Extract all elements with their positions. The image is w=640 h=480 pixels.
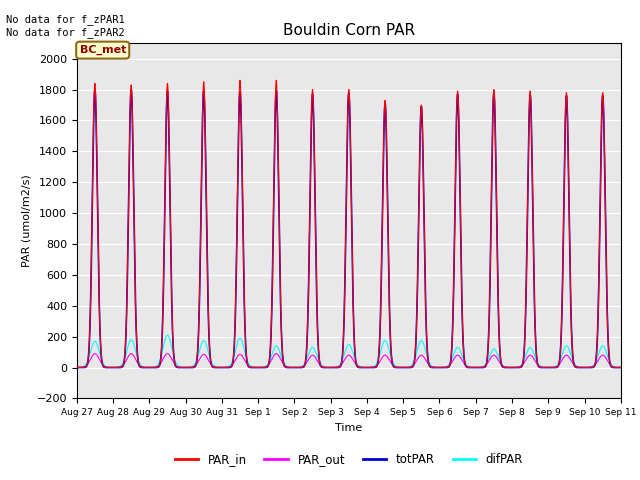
Legend: PAR_in, PAR_out, totPAR, difPAR: PAR_in, PAR_out, totPAR, difPAR — [170, 448, 528, 471]
Y-axis label: PAR (umol/m2/s): PAR (umol/m2/s) — [21, 174, 31, 267]
X-axis label: Time: Time — [335, 423, 362, 432]
Text: BC_met: BC_met — [79, 45, 126, 55]
Title: Bouldin Corn PAR: Bouldin Corn PAR — [283, 23, 415, 38]
Text: No data for f_zPAR1
No data for f_zPAR2: No data for f_zPAR1 No data for f_zPAR2 — [6, 14, 125, 38]
